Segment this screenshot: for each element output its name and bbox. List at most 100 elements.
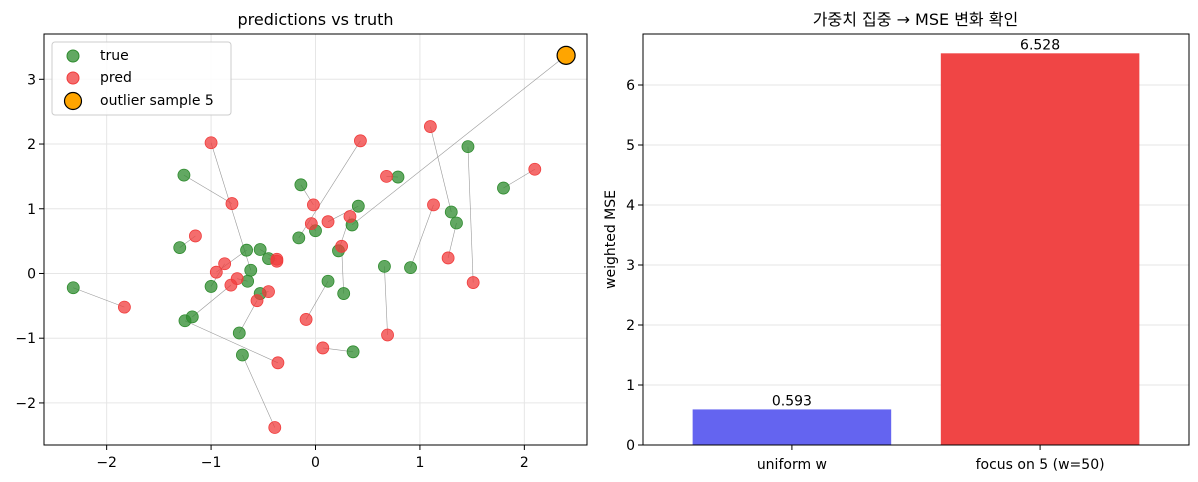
pred-point [316,341,330,355]
true-point [240,243,253,257]
legend-pred-label: pred [100,70,132,86]
pred-point [380,169,393,183]
true-point [244,263,258,277]
bar-panel: 가중치 집중 → MSE 변화 확인 0.593 6.528 0 1 2 3 4 5 6 uni… [603,10,1190,473]
true-pred-connector [305,281,329,320]
bar-y-tick-label: 1 [626,378,635,394]
pred-point [321,215,335,229]
true-point [173,241,187,254]
true-pred-connector [384,266,388,335]
legend-true-marker [66,49,80,63]
true-point [346,345,360,359]
pred-point [343,210,357,223]
scatter-x-tick-label: 0 [311,455,320,471]
true-point [444,205,458,219]
scatter-y-tick-label: −1 [15,331,36,347]
scatter-y-tick-label: −2 [15,396,36,412]
bar-y-tick-label: 0 [626,438,635,454]
pred-point [441,251,455,265]
legend-box [51,41,232,116]
scatter-x-tick-label: 1 [415,455,424,471]
bar-y-tick-label: 5 [626,138,635,154]
scatter-x-tick-label: −1 [201,455,222,471]
true-point [404,261,417,275]
outlier-point [556,45,576,65]
bar-x-tick-label: uniform w [757,457,827,473]
scatter-y-tick-label: 1 [27,202,36,218]
scatter-title: predictions vs truth [238,10,394,29]
pred-point [189,229,202,243]
true-point [253,243,267,256]
true-point [177,168,191,182]
true-point [241,274,255,288]
true-pred-connector [184,320,279,364]
pred-point [381,328,394,342]
legend-pred-marker [66,71,80,85]
pred-point [466,276,480,289]
true-pred-connector [73,287,125,308]
true-point [236,348,249,362]
pred-point [307,198,320,212]
pred-point [528,162,542,176]
true-point [337,287,351,300]
scatter-y-tick-label: 2 [27,137,36,153]
bar-x-tick-label: focus on 5 (w=50) [976,457,1105,473]
true-point [66,281,80,295]
true-point [461,140,475,154]
bar-y-tick-label: 6 [626,78,635,94]
true-pred-connector [351,55,567,226]
legend-true-label: true [100,48,129,64]
bar-ylabel: weighted MSE [603,190,619,289]
scatter-ticks: −2 −1 0 1 2 −2 −1 0 1 2 3 [15,72,528,471]
pred-point [268,421,282,434]
true-point [204,280,218,293]
true-pred-connector [430,126,452,213]
true-point [232,326,246,340]
pred-point [304,217,318,231]
true-point [321,274,335,288]
bar-value-label: 0.593 [772,393,812,409]
true-pred-connector [467,146,474,283]
true-point [391,170,405,184]
true-pred-connector [192,284,232,318]
bar-title: 가중치 집중 → MSE 변화 확인 [813,10,1018,29]
bar-value-label: 6.528 [1020,37,1060,53]
bar [940,53,1140,445]
true-point [450,216,463,230]
true-pred-connector [410,204,434,268]
bar-y-tick-label: 2 [626,318,635,334]
bar-ticks: 0 1 2 3 4 5 6 uniform w focus on 5 (w=50) [626,78,1105,473]
pred-point [427,198,440,212]
scatter-panel: predictions vs truth −2 −1 0 1 2 −2 −1 0 1 2 3 tru… [15,10,588,471]
true-point [351,199,365,213]
legend-outlier-label: outlier sample 5 [100,93,214,109]
pred-point [250,294,264,308]
scatter-x-tick-label: −2 [96,455,117,471]
pred-point [423,120,437,133]
pred-point [225,197,239,210]
bar [692,409,892,445]
pred-point [262,285,275,299]
true-point [497,181,510,195]
scatter-x-tick-label: 2 [520,455,529,471]
pred-point [204,136,218,150]
scatter-points [66,45,576,434]
true-pred-connector [242,354,276,428]
scatter-legend: true pred outlier sample 5 [51,41,232,116]
pred-point [270,254,284,268]
pred-point [118,300,131,314]
bar-y-tick-label: 3 [626,258,635,274]
bar-axes-frame [642,33,1190,446]
pred-point [271,356,285,370]
pred-point [209,265,223,279]
true-point [378,259,391,273]
bar-y-tick-label: 4 [626,198,635,214]
pred-point [354,134,367,148]
true-point [292,231,306,245]
scatter-y-tick-label: 0 [27,266,36,282]
bar-series: 0.593 6.528 [692,37,1140,445]
true-point [294,178,308,192]
true-point [185,310,199,324]
true-pred-connector [183,174,233,204]
